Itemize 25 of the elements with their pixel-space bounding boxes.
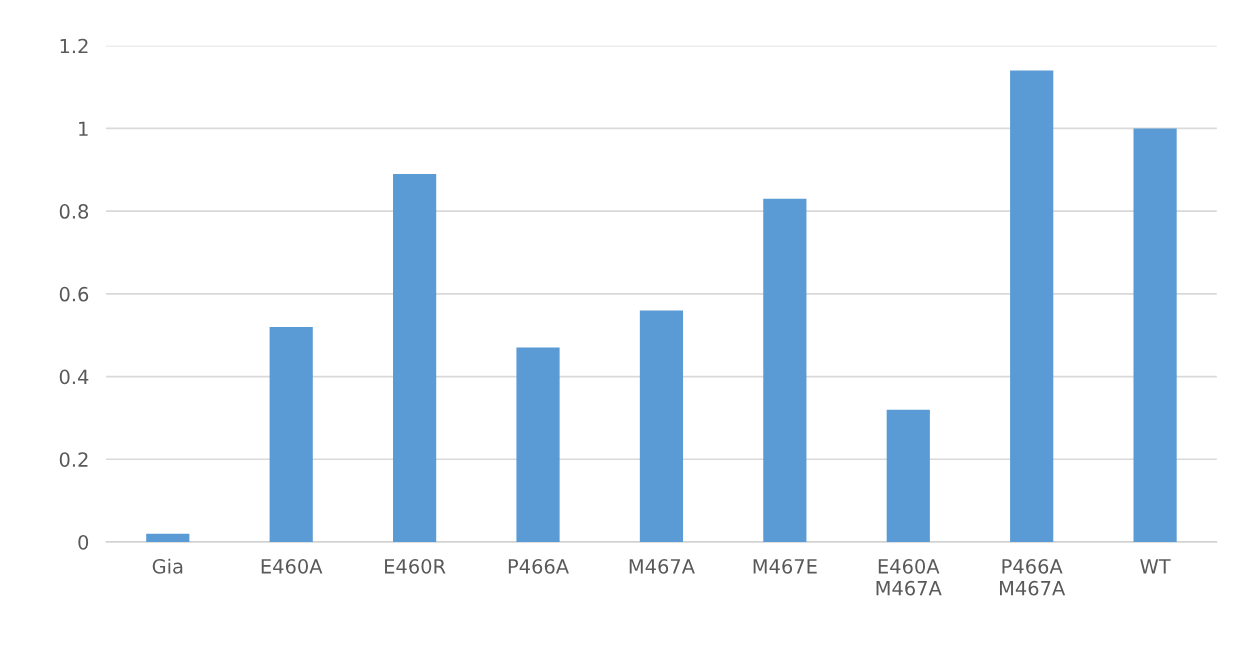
y-tick-label: 0.4 [59, 369, 89, 385]
bar [146, 533, 190, 542]
x-tick-label: Gia [152, 558, 183, 574]
x-tick-label: P466A M467A [999, 559, 1066, 596]
bar [639, 310, 684, 542]
bar [269, 326, 313, 542]
y-tick-label: 0.8 [59, 204, 89, 219]
x-tick-label: WT [1140, 559, 1171, 574]
y-tick-label: 1 [79, 121, 88, 136]
bar [516, 347, 560, 542]
x-tick-label: E460R [385, 559, 446, 574]
y-tick-label: 0 [78, 534, 89, 550]
x-tick-label: E460A [261, 559, 323, 574]
y-tick-label: 0.2 [59, 452, 88, 467]
x-tick-label: M467A [629, 559, 695, 574]
x-tick-label: M467E [753, 559, 817, 574]
y-tick-label: 0.6 [59, 286, 89, 302]
bar [1010, 70, 1054, 542]
x-tick-label: P466A [508, 559, 569, 574]
bar [886, 409, 930, 542]
bar [763, 198, 807, 542]
bar [393, 173, 437, 542]
x-tick-label: E460A M467A [876, 559, 942, 596]
y-tick-label: 1.2 [60, 38, 88, 54]
bar [1133, 128, 1177, 542]
